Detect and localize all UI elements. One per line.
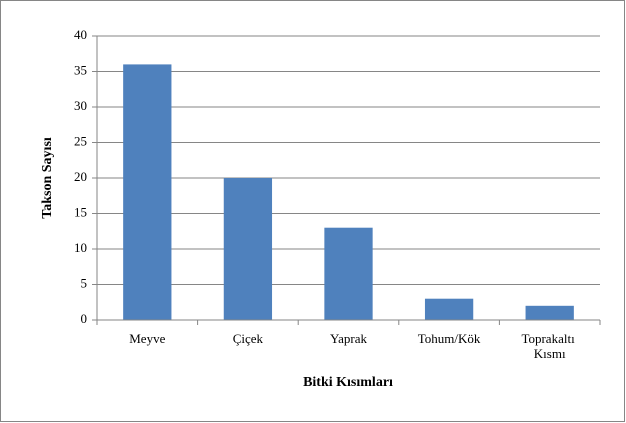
y-tick-label: 40 [74,27,87,42]
y-tick-label: 5 [81,275,88,290]
bar [424,298,474,320]
bar [324,227,373,320]
x-axis-label: Bitki Kısımları [303,375,393,390]
y-tick-label: 10 [74,240,87,255]
y-tick-label: 30 [74,98,87,113]
x-tick-label: Çiçek [233,331,264,346]
y-tick-label: 15 [74,204,87,219]
y-tick-label: 0 [81,311,88,326]
bar [525,305,574,320]
x-tick-label: Yaprak [330,331,367,346]
x-tick-label: Tohum/Kök [418,331,481,346]
y-tick-label: 35 [74,62,87,77]
y-tick-label: 20 [74,169,87,184]
y-tick-label: 25 [74,133,87,148]
bar [223,178,273,320]
bar [123,64,172,321]
x-tick-label: Toprakaltı Kısmı [521,331,578,361]
y-axis-label: Takson Sayısı [40,137,55,219]
x-tick-label: Meyve [129,331,165,346]
